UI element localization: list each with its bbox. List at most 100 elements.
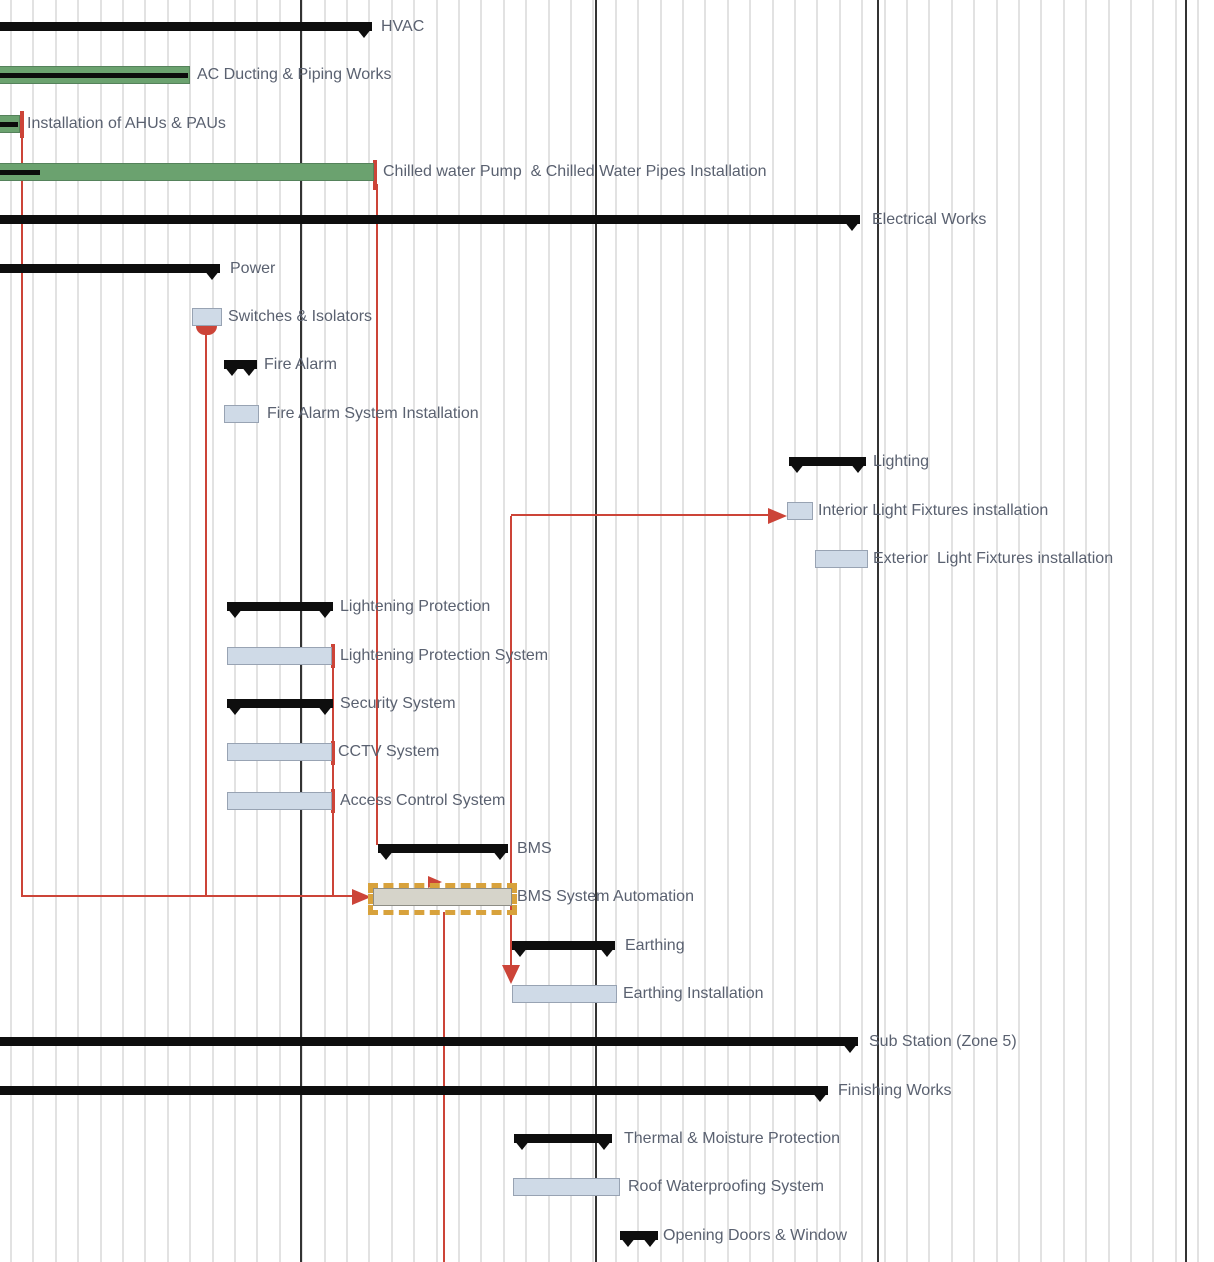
gridline-minor [884, 0, 886, 1262]
gridline-minor [1063, 0, 1065, 1262]
gridline-major [300, 0, 302, 1262]
dependency-start-cup [196, 326, 217, 335]
summary-bar-power[interactable] [0, 264, 220, 273]
selected-task-bar-bms-system-automation[interactable] [373, 888, 512, 906]
task-bar-exterior-light-fixtures-installation[interactable] [815, 550, 868, 568]
task-bar-roof-waterproofing-system[interactable] [513, 1178, 620, 1196]
gridline-minor [100, 0, 102, 1262]
summary-bar-fire-alarm[interactable] [224, 360, 257, 369]
link-bms-automation-to-earthing-installation [510, 898, 512, 966]
task-label-earthing-installation: Earthing Installation [623, 985, 764, 1002]
task-bar-access-control-system[interactable] [227, 792, 332, 810]
gridline-minor [32, 0, 34, 1262]
summary-bar-lightening-protection[interactable] [227, 602, 333, 611]
gridline-minor [637, 0, 639, 1262]
summary-bar-thermal-moisture-protection[interactable] [514, 1134, 612, 1143]
dependency-arrow-right-icon [768, 508, 787, 524]
summary-bar-lighting[interactable] [789, 457, 866, 466]
link-ahus-pau-to-bms-automation [22, 895, 354, 897]
gridline-minor [1130, 0, 1132, 1262]
gridline-minor [55, 0, 57, 1262]
gridline-minor [346, 0, 348, 1262]
deadline-cap [331, 741, 335, 765]
gridline-minor [592, 0, 594, 1262]
task-label-security-system: Security System [340, 695, 456, 712]
summary-bar-hvac[interactable] [0, 22, 372, 31]
summary-end-arrow-icon [642, 1237, 658, 1247]
dependency-arrow-right-icon [352, 889, 371, 905]
progress-line-installation-of-ahus-paus [0, 122, 18, 127]
gridline-minor [324, 0, 326, 1262]
task-label-electrical-works: Electrical Works [872, 211, 987, 228]
gridline-minor [458, 0, 460, 1262]
task-bar-earthing-installation[interactable] [512, 985, 617, 1003]
task-bar-chilled-water-pump-chilled-water-pipes-installation[interactable] [0, 163, 374, 181]
task-label-roof-waterproofing-system: Roof Waterproofing System [628, 1178, 824, 1195]
task-label-interior-light-fixtures-installation: Interior Light Fixtures installation [818, 502, 1049, 519]
gridline-minor [167, 0, 169, 1262]
gridline-minor [301, 0, 303, 1262]
task-label-power: Power [230, 260, 276, 277]
task-bar-fire-alarm-system-installation[interactable] [224, 405, 259, 423]
gridline-major [1185, 0, 1187, 1262]
gridline-minor [144, 0, 146, 1262]
gridline-minor [906, 0, 908, 1262]
summary-start-arrow-icon [512, 947, 528, 957]
gridline-minor [570, 0, 572, 1262]
task-bar-switches-isolators[interactable] [192, 308, 222, 326]
summary-bar-finishing-works[interactable] [0, 1086, 828, 1095]
deadline-cap [20, 111, 24, 138]
summary-start-arrow-icon [514, 1140, 530, 1150]
gridline-minor [256, 0, 258, 1262]
summary-end-arrow-icon [844, 221, 860, 231]
gridline-minor [480, 0, 482, 1262]
summary-bar-opening-doors-window[interactable] [620, 1231, 658, 1240]
summary-bar-bms[interactable] [378, 844, 508, 853]
task-label-earthing: Earthing [625, 937, 685, 954]
task-label-ac-ducting-piping-works: AC Ducting & Piping Works [197, 66, 392, 83]
selected-task-outline-bms-system-automation[interactable] [368, 883, 517, 915]
task-label-lightening-protection: Lightening Protection [340, 598, 491, 615]
summary-end-arrow-icon [842, 1043, 858, 1053]
gridline-minor [122, 0, 124, 1262]
link-protection-systems-to-bms-automation [332, 657, 334, 896]
task-label-sub-station-zone-5: Sub Station (Zone 5) [869, 1033, 1017, 1050]
gridline-minor [996, 0, 998, 1262]
task-bar-cctv-system[interactable] [227, 743, 332, 761]
summary-bar-earthing[interactable] [512, 941, 615, 950]
gridline-minor [212, 0, 214, 1262]
gridline-minor [1085, 0, 1087, 1262]
gridline-minor [615, 0, 617, 1262]
deadline-cap [373, 160, 377, 190]
gridline-minor [368, 0, 370, 1262]
gridline-minor [234, 0, 236, 1262]
gridline-minor [525, 0, 527, 1262]
task-bar-interior-light-fixtures-installation[interactable] [787, 502, 813, 520]
task-bar-lightening-protection-system[interactable] [227, 647, 332, 665]
summary-bar-sub-station-zone-5[interactable] [0, 1037, 858, 1046]
task-label-fire-alarm: Fire Alarm [264, 356, 337, 373]
deadline-cap [331, 644, 335, 668]
summary-bar-electrical-works[interactable] [0, 215, 860, 224]
link-bms-automation-to-interior-lights [510, 516, 512, 896]
gridline-minor [928, 0, 930, 1262]
gridline-minor [839, 0, 841, 1262]
gridline-minor [660, 0, 662, 1262]
summary-start-arrow-icon [378, 850, 394, 860]
gridline-minor [727, 0, 729, 1262]
gridline-minor [548, 0, 550, 1262]
summary-bar-security-system[interactable] [227, 699, 333, 708]
gridline-minor [279, 0, 281, 1262]
summary-start-arrow-icon [620, 1237, 636, 1247]
gridline-minor [1040, 0, 1042, 1262]
progress-line-chilled-water-pump-chilled-water-pipes-installation [0, 170, 40, 175]
gridline-minor [77, 0, 79, 1262]
gridline-minor [436, 0, 438, 1262]
task-label-finishing-works: Finishing Works [838, 1082, 952, 1099]
task-label-opening-doors-window: Opening Doors & Window [663, 1227, 848, 1244]
gridline-minor [189, 0, 191, 1262]
task-label-thermal-moisture-protection: Thermal & Moisture Protection [624, 1130, 841, 1147]
task-label-exterior-light-fixtures-installation: Exterior Light Fixtures installation [873, 550, 1114, 567]
summary-end-arrow-icon [596, 1140, 612, 1150]
deadline-cap [331, 789, 335, 813]
